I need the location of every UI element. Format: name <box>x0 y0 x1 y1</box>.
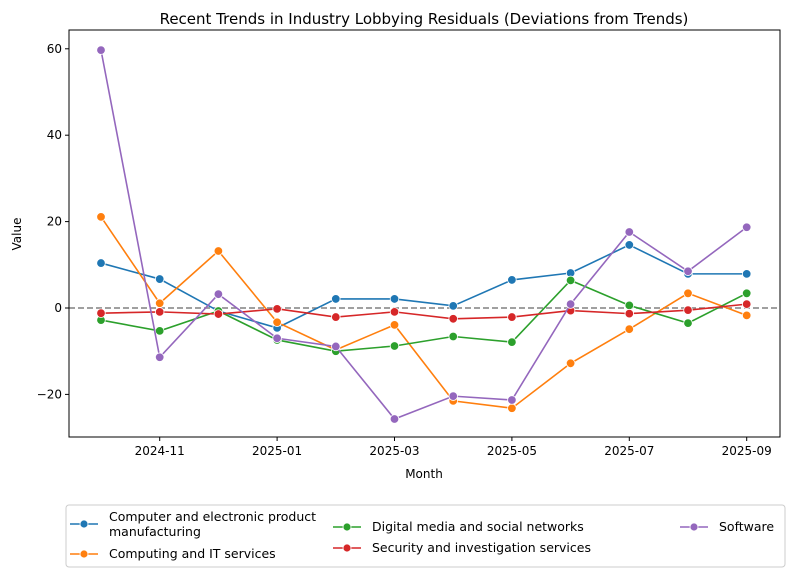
x-axis-label: Month <box>405 467 443 481</box>
data-point <box>742 222 752 232</box>
data-point <box>448 301 458 311</box>
chart-title: Recent Trends in Industry Lobbying Resid… <box>160 10 689 28</box>
legend-item: Security and investigation services <box>333 540 591 555</box>
legend-label: manufacturing <box>109 524 201 539</box>
legend-marker <box>79 519 89 529</box>
legend-marker <box>689 522 699 532</box>
data-point <box>389 307 400 317</box>
data-point <box>683 318 693 328</box>
data-point <box>683 266 693 276</box>
data-point <box>96 212 106 222</box>
data-point <box>742 269 752 279</box>
data-point <box>507 312 517 322</box>
data-point <box>448 331 458 342</box>
data-point <box>96 258 106 268</box>
legend-item: Software <box>680 519 774 534</box>
data-point <box>507 395 517 405</box>
x-tick-label: 2025-07 <box>604 444 654 458</box>
data-point <box>507 337 517 347</box>
data-point <box>742 288 752 299</box>
data-point <box>683 288 693 299</box>
plot-frame <box>68 29 781 438</box>
y-tick-label: 0 <box>54 301 62 315</box>
data-point <box>331 312 341 322</box>
x-tick-label: 2024-11 <box>135 444 185 458</box>
data-point <box>272 317 282 327</box>
legend-marker <box>342 522 352 532</box>
legend-marker <box>79 549 89 559</box>
series-3 <box>96 299 752 324</box>
legend-box <box>65 504 786 568</box>
data-point <box>565 299 576 309</box>
data-point <box>624 240 635 250</box>
y-axis-label: Value <box>10 218 24 251</box>
legend-label: Software <box>719 519 774 534</box>
data-point <box>213 309 224 319</box>
data-point <box>154 326 165 336</box>
data-point <box>683 305 693 315</box>
data-point <box>624 308 635 319</box>
x-tick-label: 2025-09 <box>722 444 772 458</box>
series-4 <box>96 45 752 424</box>
data-point <box>565 275 576 286</box>
y-tick-label: −20 <box>37 387 62 401</box>
legend-item: Computer and electronic productmanufactu… <box>70 509 316 539</box>
data-point <box>272 333 282 343</box>
data-point <box>96 45 106 55</box>
data-point <box>389 414 400 424</box>
data-point <box>389 341 400 351</box>
data-point <box>154 352 165 362</box>
data-point <box>624 324 635 334</box>
y-tick-label: 60 <box>47 42 62 56</box>
legend-label: Digital media and social networks <box>372 519 584 534</box>
data-point <box>154 307 165 317</box>
legend-item: Computing and IT services <box>70 546 276 561</box>
series-line <box>100 49 748 420</box>
legend-marker <box>342 543 352 553</box>
legend-item: Digital media and social networks <box>333 519 584 534</box>
legend-label: Computer and electronic product <box>109 509 316 524</box>
x-tick-label: 2025-01 <box>252 444 302 458</box>
legend: Computer and electronic productmanufactu… <box>65 504 786 568</box>
data-point <box>624 300 635 311</box>
data-point <box>213 246 224 256</box>
y-tick-label: 40 <box>47 128 62 142</box>
x-tick-label: 2025-05 <box>487 444 537 458</box>
data-point <box>565 358 576 368</box>
legend-label: Security and investigation services <box>372 540 591 555</box>
data-point <box>389 294 400 304</box>
data-point <box>272 304 282 314</box>
series-line <box>100 216 747 410</box>
data-point <box>213 289 224 299</box>
data-point <box>154 298 165 308</box>
data-point <box>507 403 517 413</box>
data-point <box>331 294 341 304</box>
data-point <box>742 299 752 309</box>
data-point <box>624 227 635 237</box>
series-1 <box>96 212 752 413</box>
data-point <box>389 320 400 330</box>
data-point <box>448 314 458 324</box>
data-point <box>742 310 752 321</box>
data-point <box>154 274 165 284</box>
data-point <box>507 275 517 285</box>
y-tick-label: 20 <box>47 215 62 229</box>
legend-label: Computing and IT services <box>109 546 276 561</box>
x-tick-label: 2025-03 <box>369 444 419 458</box>
plot-area: 2024-11 2025-01 2025-03 2025-05 2025-07 2025-… <box>37 29 781 458</box>
data-point <box>96 308 106 318</box>
data-point <box>331 341 341 352</box>
data-point <box>448 391 458 401</box>
series-line <box>100 303 747 320</box>
